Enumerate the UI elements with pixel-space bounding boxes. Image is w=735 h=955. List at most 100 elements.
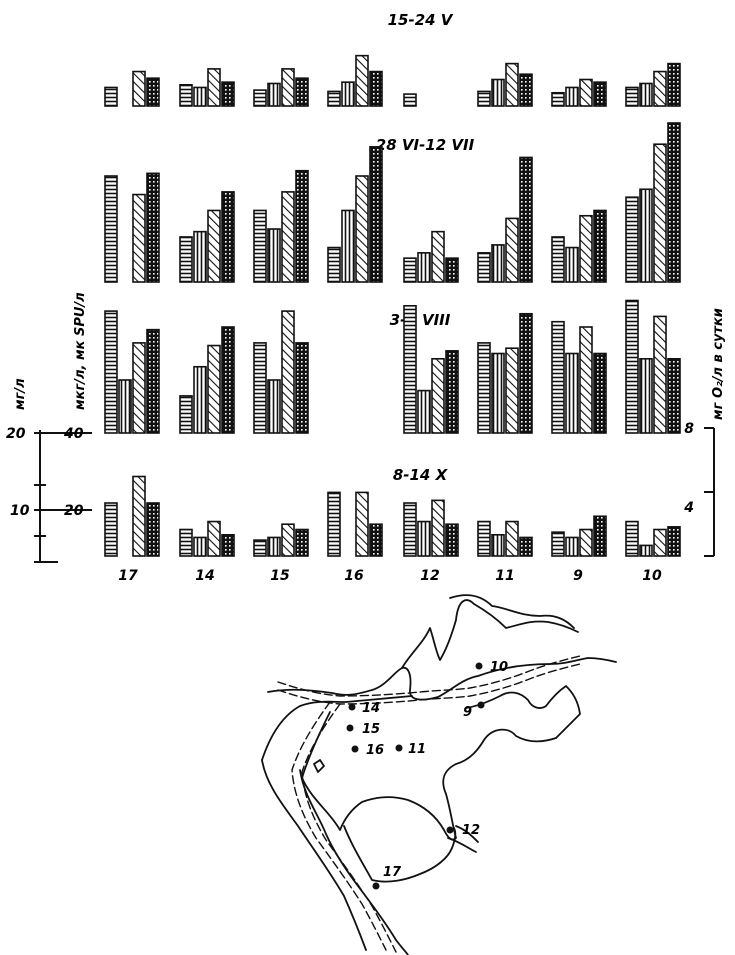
shoreline-inlet-north [401, 599, 579, 669]
bar-panel4-station15-s3 [281, 523, 295, 557]
map-station-14-label: 14 [362, 701, 380, 716]
bar-panel3-station15-s2 [267, 379, 281, 434]
bar-panel3-station14-s2 [193, 365, 207, 434]
bar-panel2-station9-s3 [579, 214, 593, 283]
station-label-17: 17 [118, 568, 138, 584]
bar-panel4-station17-s3 [132, 475, 146, 557]
map-station-16-label: 16 [366, 743, 384, 758]
bar-panel2-station16-s1 [327, 246, 341, 283]
bar-panel1-station16-s1 [327, 90, 341, 107]
station-label-11: 11 [495, 568, 514, 584]
channel-2 [277, 663, 581, 705]
bar-panel4-station11-s3 [505, 520, 519, 557]
bar-panel3-station15-s1 [253, 342, 267, 434]
map-station-15-label: 15 [362, 722, 380, 737]
bar-panel1-station14-s1 [179, 84, 193, 107]
bar-panel3-station10-s3 [653, 315, 667, 434]
bar-panel2-station14-s2 [193, 230, 207, 283]
bar-panel1-station17-s3 [132, 70, 146, 107]
island [313, 759, 325, 773]
channel-4 [301, 703, 397, 953]
bar-panel1-station10-s4 [667, 62, 681, 107]
shoreline-north [267, 657, 617, 701]
map-station-10-label: 10 [490, 660, 508, 675]
bar-panel1-station9-s4 [593, 81, 607, 107]
bar-panel2-station11-s1 [477, 252, 491, 283]
bar-panel3-station9-s2 [565, 352, 579, 434]
bar-panel1-station12-s1 [403, 93, 417, 107]
bar-panel3-station14-s3 [207, 344, 221, 434]
bar-panel1-station14-s2 [193, 86, 207, 107]
left-outer-tick-20: 20 [6, 426, 26, 442]
map-station-17-label: 17 [383, 865, 402, 880]
shoreline-east-bay-2 [455, 825, 479, 843]
bar-panel3-station17-s3 [132, 342, 146, 434]
bar-panel3-station17-s4 [146, 328, 160, 434]
bar-panel1-station14-s3 [207, 68, 221, 107]
bar-panel4-station17-s1 [104, 502, 118, 557]
bar-panel3-station14-s4 [221, 326, 235, 434]
bar-panel1-station9-s1 [551, 91, 565, 107]
left-inner-axis-label: мкг/л, мк SPU/л [73, 292, 88, 410]
bar-panel3-station9-s3 [579, 326, 593, 434]
left-inner-tick-40: 40 [63, 426, 84, 442]
bar-panel3-station14-s1 [179, 395, 193, 434]
bar-panel1-station10-s3 [653, 70, 667, 107]
bar-panel4-station12-s4 [445, 523, 459, 557]
shoreline-east [465, 685, 581, 739]
channel-1 [277, 655, 581, 697]
channel-3 [291, 701, 387, 951]
bar-panel2-station15-s2 [267, 228, 281, 283]
panel-title-1: 15-24 V [388, 11, 454, 29]
bar-panel4-station12-s2 [417, 520, 431, 557]
station-label-9: 9 [573, 568, 583, 584]
bar-panel1-station14-s4 [221, 81, 235, 107]
bar-panel2-station15-s3 [281, 191, 295, 283]
bar-panel2-station17-s4 [146, 172, 160, 283]
map-station-14-dot [348, 703, 356, 711]
bar-marks [104, 54, 681, 557]
left-inner-tick-20: 20 [64, 503, 84, 519]
bar-panel2-station12-s2 [417, 252, 431, 283]
station-label-15: 15 [270, 568, 290, 584]
bar-panel4-station17-s4 [146, 502, 160, 557]
bar-panel3-station11-s4 [519, 312, 533, 434]
bar-panel4-station10-s4 [667, 526, 681, 557]
bar-panel3-station11-s3 [505, 347, 519, 434]
bar-panel1-station16-s3 [355, 54, 369, 107]
bar-panel2-station14-s4 [221, 191, 235, 283]
bar-panel3-station11-s2 [491, 352, 505, 434]
shoreline-central [301, 711, 557, 841]
reservoir-map [261, 594, 617, 955]
bar-panel2-station16-s4 [369, 146, 383, 283]
bar-panel1-station9-s2 [565, 86, 579, 107]
bar-panel3-station12-s3 [431, 357, 445, 434]
bar-panel2-station17-s1 [104, 175, 118, 283]
shoreline-main-west [261, 695, 413, 761]
bar-panel4-station16-s3 [355, 491, 369, 557]
map-station-15-dot [346, 724, 354, 732]
right-tick-8: 8 [684, 421, 694, 437]
map-station-11-dot [395, 744, 403, 752]
bar-panel4-station15-s1 [253, 539, 267, 557]
bar-panel3-station15-s3 [281, 310, 295, 434]
bar-panel2-station9-s4 [593, 209, 607, 283]
bar-panel1-station11-s3 [505, 62, 519, 107]
map-station-10-dot [475, 662, 483, 670]
bar-panel1-station10-s2 [639, 82, 653, 107]
bar-panel4-station10-s3 [653, 528, 667, 557]
panel-title-3: 3-9 VIII [390, 311, 451, 329]
bar-panel4-station11-s4 [519, 536, 533, 557]
bar-panel3-station9-s4 [593, 352, 607, 434]
bar-panel1-station10-s1 [625, 86, 639, 107]
bar-panel2-station12-s1 [403, 257, 417, 283]
bar-panel4-station9-s3 [579, 528, 593, 557]
map-station-17-dot [372, 882, 380, 890]
station-label-16: 16 [344, 568, 364, 584]
bar-panel4-station9-s1 [551, 531, 565, 557]
bar-panel3-station10-s1 [625, 299, 639, 434]
bar-panel4-station14-s4 [221, 533, 235, 557]
map-station-12-dot [446, 826, 454, 834]
bar-panel2-station15-s4 [295, 169, 309, 283]
